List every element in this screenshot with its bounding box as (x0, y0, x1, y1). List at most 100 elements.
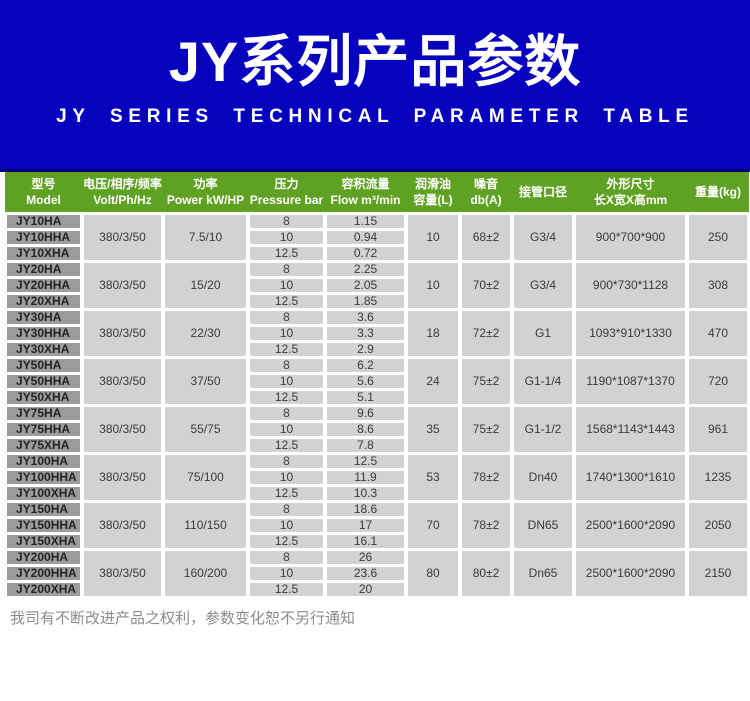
oil-capacity-cell: 24 (404, 355, 462, 407)
pressure-cell: 12.5 (246, 531, 327, 551)
header-dims-zh: 外形尺寸 (606, 176, 655, 191)
dimensions-cell: 1093*910*1330 (572, 307, 689, 359)
flow-cell: 12.5 (323, 451, 408, 471)
model-cell: JY20HHA (3, 275, 84, 295)
weight-cell: 2150 (685, 547, 750, 599)
header-dims-zh2: 长X宽X高mm (593, 192, 668, 207)
model-cell: JY200HHA (3, 563, 84, 583)
flow-cell: 0.72 (323, 243, 408, 263)
table-row: JY200HA 380/3/50 160/200 8 26 80 80±2 Dn65 2500*… (3, 547, 750, 599)
flow-cell: 23.6 (323, 563, 408, 583)
header-pressure: 压力 Pressure bar (248, 172, 325, 213)
header-banner: JY系列产品参数 JY SERIES TECHNICAL PARAMETER T… (0, 0, 750, 172)
header-power: 功率 Power kW/HP (163, 172, 248, 213)
flow-cell: 2.25 (323, 259, 408, 279)
dimensions-cell: 2500*1600*2090 (572, 547, 689, 599)
table-row: JY200XHA 12.5 20 (3, 579, 749, 599)
power-cell: 75/100 (161, 451, 250, 503)
table-row: JY50HHA 10 5.6 (3, 371, 749, 391)
table-row: JY150HHA 10 17 (3, 515, 749, 535)
spec-table-body: JY10HA 380/3/50 7.5/10 8 1.15 10 68±2 G3/4 900*7… (3, 211, 750, 599)
pressure-cell: 12.5 (246, 387, 327, 407)
model-cell: JY50XHA (3, 387, 84, 407)
dimensions-cell: 900*730*1128 (572, 259, 689, 311)
flow-cell: 5.1 (323, 387, 408, 407)
header-flow-en: Flow m³/min (330, 192, 401, 207)
parameter-table-container: 型号 Model 电压/相序/频率 Volt/Ph/Hz 功率 Power kW… (0, 172, 750, 599)
table-row: JY20HHA 10 2.05 (3, 275, 749, 295)
model-cell: JY150HA (3, 499, 84, 519)
pressure-cell: 10 (246, 227, 327, 247)
flow-cell: 20 (323, 579, 408, 599)
noise-cell: 78±2 (458, 451, 514, 503)
page-subtitle: JY SERIES TECHNICAL PARAMETER TABLE (56, 106, 694, 128)
voltage-cell: 380/3/50 (80, 403, 165, 455)
pressure-cell: 12.5 (246, 483, 327, 503)
table-row: JY50XHA 12.5 5.1 (3, 387, 749, 407)
power-cell: 160/200 (161, 547, 250, 599)
pipe-diameter-cell: Dn40 (510, 451, 576, 503)
model-cell: JY30HHA (3, 323, 84, 343)
weight-cell: 250 (685, 211, 750, 263)
model-cell: JY30XHA (3, 339, 84, 359)
oil-capacity-cell: 53 (404, 451, 462, 503)
model-cell: JY100XHA (3, 483, 84, 503)
pressure-cell: 8 (246, 547, 327, 567)
power-cell: 37/50 (161, 355, 250, 407)
header-oil-capacity: 润滑油 容量(L) (406, 172, 460, 213)
model-cell: JY150HHA (3, 515, 84, 535)
voltage-cell: 380/3/50 (80, 547, 165, 599)
flow-cell: 18.6 (323, 499, 408, 519)
model-cell: JY20XHA (3, 291, 84, 311)
power-cell: 15/20 (161, 259, 250, 311)
table-row: JY100HHA 10 11.9 (3, 467, 749, 487)
model-cell: JY150XHA (3, 531, 84, 551)
pressure-cell: 12.5 (246, 243, 327, 263)
table-row: JY10XHA 12.5 0.72 (3, 243, 749, 263)
flow-cell: 1.15 (323, 211, 408, 231)
header-dimensions: 外形尺寸 长X宽X高mm (574, 172, 687, 213)
header-noise-zh: 噪音 (473, 176, 498, 191)
pipe-diameter-cell: Dn65 (510, 547, 576, 599)
voltage-cell: 380/3/50 (80, 259, 165, 311)
table-row: JY100HA 380/3/50 75/100 8 12.5 53 78±2 Dn40 1740… (3, 451, 750, 503)
power-cell: 110/150 (161, 499, 250, 551)
header-model-zh: 型号 (31, 176, 56, 191)
pressure-cell: 10 (246, 419, 327, 439)
pressure-cell: 10 (246, 275, 327, 295)
pressure-cell: 10 (246, 467, 327, 487)
header-noise-en: db(A) (470, 192, 502, 207)
flow-cell: 10.3 (323, 483, 408, 503)
flow-cell: 0.94 (323, 227, 408, 247)
voltage-cell: 380/3/50 (80, 499, 165, 551)
model-cell: JY100HHA (3, 467, 84, 487)
model-cell: JY100HA (3, 451, 84, 471)
pipe-diameter-cell: G1-1/2 (510, 403, 576, 455)
model-cell: JY200HA (3, 547, 84, 567)
table-row: JY150HA 380/3/50 110/150 8 18.6 70 78±2 DN65 250… (3, 499, 750, 551)
oil-capacity-cell: 18 (404, 307, 462, 359)
parameter-table: 型号 Model 电压/相序/频率 Volt/Ph/Hz 功率 Power kW… (3, 172, 750, 599)
flow-cell: 8.6 (323, 419, 408, 439)
table-row: JY20HA 380/3/50 15/20 8 2.25 10 70±2 G3/4 900*73… (3, 259, 750, 311)
flow-cell: 3.3 (323, 323, 408, 343)
flow-cell: 11.9 (323, 467, 408, 487)
header-power-en: Power kW/HP (166, 192, 245, 207)
header-noise: 噪音 db(A) (460, 172, 512, 213)
pipe-diameter-cell: G1 (510, 307, 576, 359)
weight-cell: 1235 (685, 451, 750, 503)
pressure-cell: 12.5 (246, 291, 327, 311)
pipe-diameter-cell: G1-1/4 (510, 355, 576, 407)
model-cell: JY10HHA (3, 227, 84, 247)
oil-capacity-cell: 70 (404, 499, 462, 551)
header-flow-zh: 容积流量 (341, 176, 390, 191)
flow-cell: 2.05 (323, 275, 408, 295)
noise-cell: 75±2 (458, 403, 514, 455)
pressure-cell: 12.5 (246, 435, 327, 455)
noise-cell: 75±2 (458, 355, 514, 407)
table-row: JY30XHA 12.5 2.9 (3, 339, 749, 359)
table-row: JY30HHA 10 3.3 (3, 323, 749, 343)
model-cell: JY10XHA (3, 243, 84, 263)
dimensions-cell: 900*700*900 (572, 211, 689, 263)
voltage-cell: 380/3/50 (80, 451, 165, 503)
